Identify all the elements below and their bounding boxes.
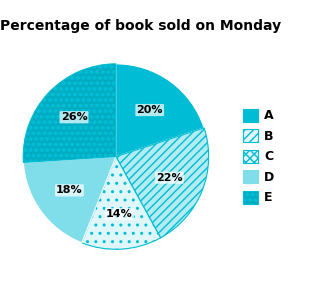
Text: Percentage of book sold on Monday: Percentage of book sold on Monday [0, 18, 281, 33]
Text: 14%: 14% [106, 209, 133, 219]
Text: 20%: 20% [137, 105, 163, 115]
Wedge shape [116, 128, 209, 238]
Text: 22%: 22% [156, 173, 183, 183]
Legend: A, B, C, D, E: A, B, C, D, E [238, 104, 279, 209]
Text: 26%: 26% [61, 112, 87, 122]
Wedge shape [24, 157, 116, 243]
Text: 18%: 18% [56, 185, 83, 195]
Wedge shape [82, 157, 161, 249]
Wedge shape [116, 64, 204, 157]
Wedge shape [23, 64, 116, 162]
